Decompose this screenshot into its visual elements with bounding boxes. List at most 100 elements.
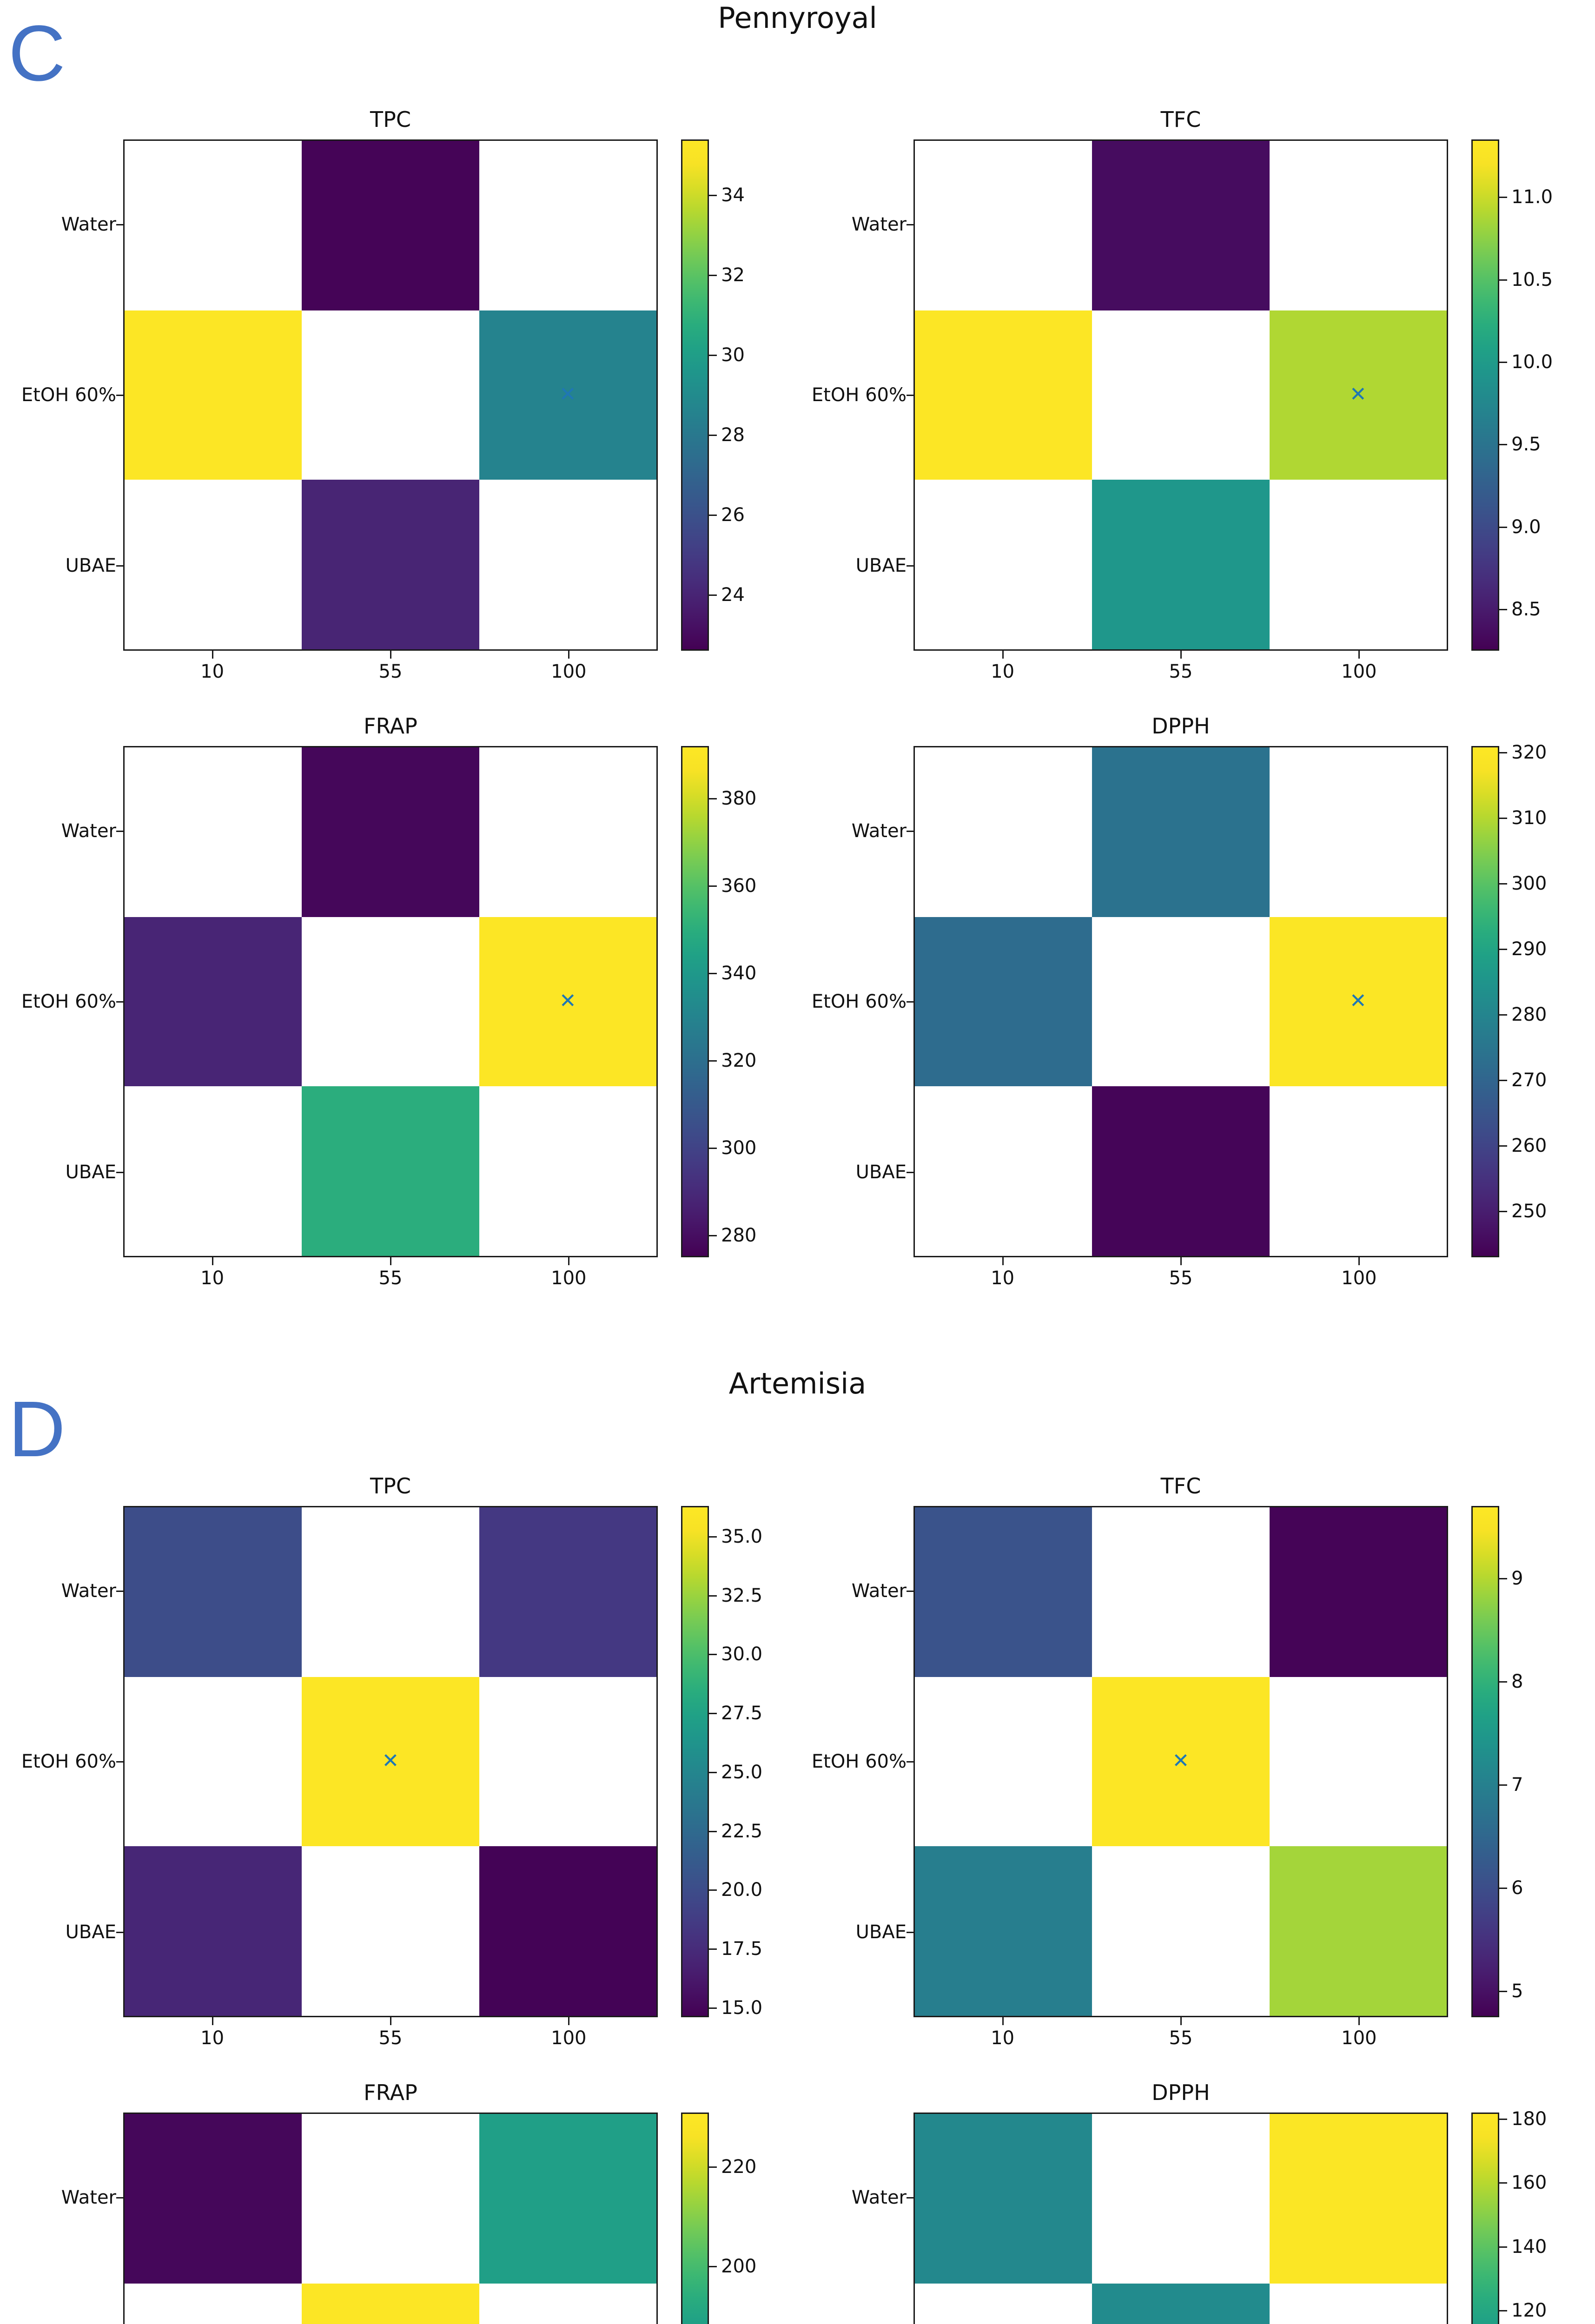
colorbar-tick-mark bbox=[1499, 279, 1507, 281]
heatmap-cell bbox=[1269, 747, 1447, 917]
heatmap-cell bbox=[1092, 2114, 1270, 2284]
heatmap-cell bbox=[1269, 141, 1447, 310]
colorbar bbox=[1471, 1506, 1499, 2017]
colorbar-tick-label: 26 bbox=[721, 504, 745, 526]
heatmap-cell bbox=[125, 1507, 302, 1677]
heatmap-cell bbox=[915, 1507, 1092, 1677]
heatmap-cell bbox=[302, 917, 479, 1087]
heatmap-title: DPPH bbox=[1152, 2080, 1210, 2105]
heatmap-d-tpc: TPC ✕ Water EtOH 60% UBAE 10 55 100 15.0 17.5 20.0… bbox=[21, 1473, 797, 2059]
x-axis-tick-label: 100 bbox=[1341, 1268, 1377, 1289]
heatmap-cell bbox=[915, 141, 1092, 310]
colorbar-tick-label: 280 bbox=[1511, 1004, 1547, 1026]
colorbar-tick-label: 30 bbox=[721, 344, 745, 366]
colorbar bbox=[1471, 746, 1499, 1257]
heatmap-cell-grid: ✕ bbox=[915, 141, 1447, 649]
heatmap-cell-grid: ✕ bbox=[915, 1507, 1447, 2016]
colorbar-tick-label: 32.5 bbox=[721, 1585, 763, 1606]
y-axis-tick-label: Water bbox=[851, 1580, 907, 1602]
y-axis-tick-mark bbox=[907, 1591, 914, 1592]
y-axis-tick-label: EtOH 60% bbox=[21, 1751, 116, 1772]
colorbar-tick-labels: 15.0 17.5 20.0 22.5 25.0 27.5 30.0 32.5 35.0 bbox=[709, 1506, 797, 2019]
heatmap-cell bbox=[1269, 2114, 1447, 2284]
y-axis-tick-mark bbox=[116, 831, 124, 832]
colorbar-tick-labels: 250 260 270 280 290 300 310 320 bbox=[1499, 742, 1588, 1257]
y-axis-tick-mark bbox=[907, 1761, 914, 1763]
heatmap-cell bbox=[1092, 141, 1270, 310]
heatmap-title: DPPH bbox=[1152, 713, 1210, 739]
colorbar-tick-mark bbox=[1499, 1080, 1507, 1082]
heatmap-cell: ✕ bbox=[302, 1677, 479, 1847]
y-axis-tick-label: Water bbox=[61, 1580, 116, 1602]
colorbar-tick-mark bbox=[1499, 444, 1507, 446]
heatmap-cell: ✕ bbox=[479, 917, 656, 1087]
x-axis-tick-mark bbox=[1180, 1257, 1182, 1265]
heatmap-cell bbox=[302, 1086, 479, 1256]
panel-letter-c: C bbox=[8, 9, 66, 98]
colorbar-tick-label: 180 bbox=[1511, 2108, 1547, 2130]
heatmap-cell bbox=[1092, 1086, 1270, 1256]
colorbar-tick-label: 310 bbox=[1511, 807, 1547, 829]
y-axis-tick-mark bbox=[116, 565, 124, 567]
x-axis-tick-label: 100 bbox=[551, 1268, 587, 1289]
heatmap-c-frap: FRAP ✕ Water EtOH 60% UBAE 10 55 100 280 300 320 34… bbox=[21, 713, 797, 1299]
colorbar-tick-mark bbox=[709, 2166, 717, 2168]
colorbar-tick-label: 30.0 bbox=[721, 1644, 763, 1665]
heatmap-cell bbox=[1092, 917, 1270, 1087]
colorbar bbox=[681, 746, 709, 1257]
x-axis-tick-label: 10 bbox=[200, 1268, 225, 1289]
colorbar-tick-mark bbox=[709, 1948, 717, 1950]
heatmap-plot-area: ✕ bbox=[913, 2113, 1448, 2324]
x-axis-tick-mark bbox=[1002, 651, 1004, 659]
x-axis-tick-mark bbox=[390, 651, 391, 659]
colorbar-tick-label: 15.0 bbox=[721, 1997, 763, 2019]
x-axis-tick-label: 10 bbox=[200, 2027, 225, 2049]
colorbar-tick-label: 380 bbox=[721, 787, 757, 809]
x-axis-labels: 10 55 100 bbox=[913, 651, 1448, 693]
y-axis-tick-label: EtOH 60% bbox=[21, 384, 116, 406]
colorbar-tick-label: 34 bbox=[721, 185, 745, 206]
colorbar-tick-label: 28 bbox=[721, 424, 745, 446]
colorbar-tick-label: 35.0 bbox=[721, 1525, 763, 1547]
y-axis-tick-mark bbox=[907, 831, 914, 832]
heatmap-plot-area: ✕ bbox=[913, 139, 1448, 651]
panel-letter-d: D bbox=[8, 1385, 66, 1473]
heatmap-cell: ✕ bbox=[1092, 1677, 1270, 1847]
colorbar-tick-label: 300 bbox=[721, 1137, 757, 1159]
y-axis-tick-mark bbox=[116, 1931, 124, 1933]
panel-header-c: Pennyroyal bbox=[718, 1, 877, 35]
y-axis-tick-mark bbox=[907, 565, 914, 567]
colorbar-tick-mark bbox=[1499, 2310, 1507, 2312]
y-axis-tick-mark bbox=[116, 1171, 124, 1173]
y-axis-tick-label: EtOH 60% bbox=[21, 991, 116, 1012]
x-axis-tick-label: 55 bbox=[378, 661, 403, 682]
x-axis-tick-mark bbox=[568, 651, 570, 659]
colorbar-tick-labels: 280 300 320 340 360 380 bbox=[709, 746, 797, 1257]
colorbar-tick-mark bbox=[709, 798, 717, 799]
x-axis-tick-label: 100 bbox=[1341, 2027, 1377, 2049]
heatmap-cell bbox=[125, 141, 302, 310]
colorbar-tick-label: 17.5 bbox=[721, 1938, 763, 1960]
colorbar-tick-mark bbox=[1499, 1888, 1507, 1889]
colorbar-tick-labels: 5 6 7 8 9 bbox=[1499, 1506, 1588, 2017]
y-axis-tick-mark bbox=[907, 224, 914, 226]
colorbar-tick-label: 20.0 bbox=[721, 1879, 763, 1901]
y-axis-tick-mark bbox=[907, 1931, 914, 1933]
x-axis-tick-mark bbox=[1002, 1257, 1004, 1265]
colorbar bbox=[1471, 139, 1499, 651]
colorbar-tick-mark bbox=[1499, 1014, 1507, 1016]
colorbar-tick-label: 6 bbox=[1511, 1877, 1523, 1899]
x-axis-labels: 10 55 100 bbox=[123, 651, 658, 693]
heatmap-cell bbox=[1269, 480, 1447, 649]
colorbar-tick-label: 290 bbox=[1511, 938, 1547, 960]
heatmap-cell bbox=[479, 2114, 656, 2284]
y-axis-tick-label: UBAE bbox=[65, 1921, 116, 1943]
colorbar-tick-mark bbox=[709, 1536, 717, 1538]
heatmap-cell bbox=[479, 480, 656, 649]
heatmap-c-dpph: DPPH ✕ Water EtOH 60% UBAE 10 55 100 250 260 270 28… bbox=[812, 713, 1588, 1299]
colorbar-tick-mark bbox=[709, 885, 717, 887]
